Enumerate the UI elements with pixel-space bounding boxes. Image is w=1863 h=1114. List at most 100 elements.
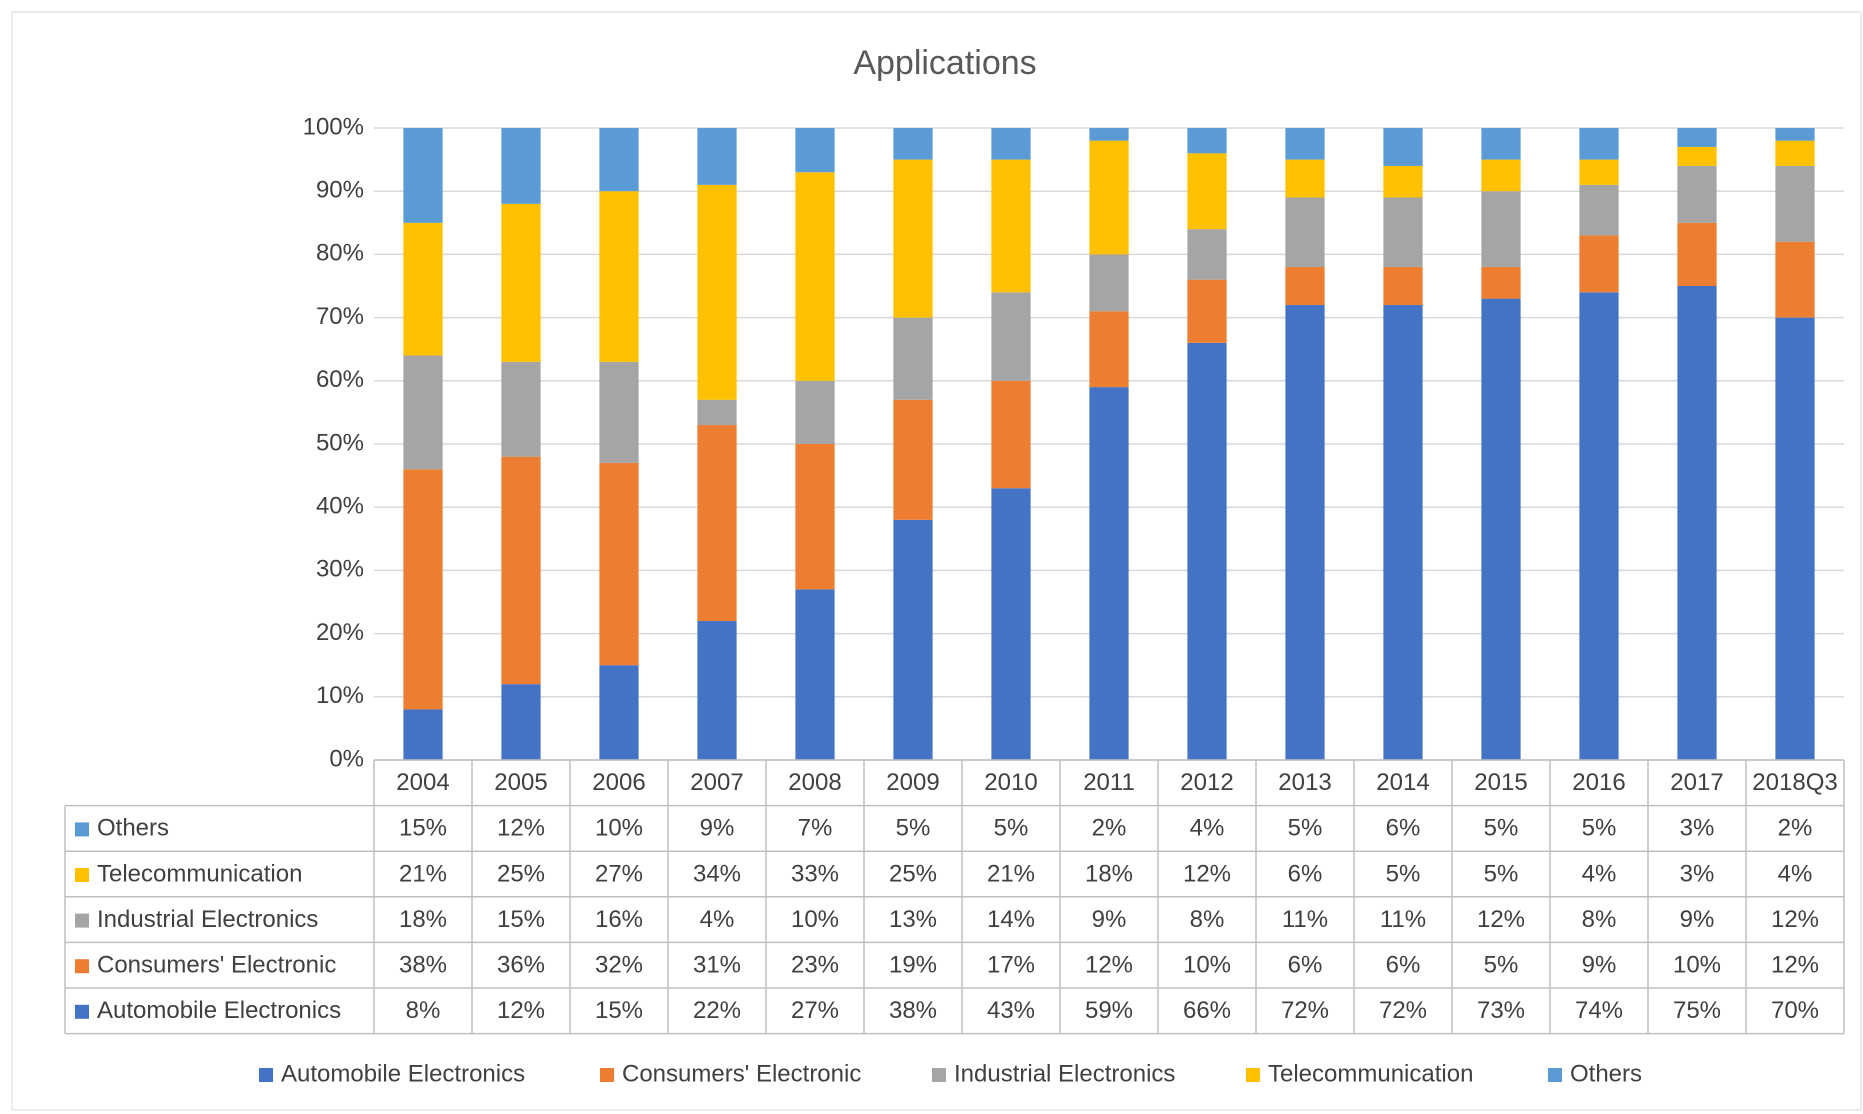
bar-segment [1383, 304, 1423, 760]
legend-key [600, 1068, 614, 1082]
table-cell: 5% [1484, 860, 1519, 887]
table-cell: 74% [1575, 997, 1623, 1024]
bar-segment [1285, 128, 1325, 160]
bar-segment [1383, 197, 1423, 268]
legend-key [259, 1068, 273, 1082]
table-cell: 8% [406, 997, 441, 1024]
x-tick-label: 2010 [984, 769, 1037, 796]
bar-segment [1383, 165, 1423, 198]
x-tick-label: 2018Q3 [1752, 769, 1837, 796]
legend-key [932, 1068, 946, 1082]
table-row-label: Others [97, 815, 169, 842]
y-tick-label: 40% [316, 493, 364, 520]
bar-segment [501, 684, 541, 760]
y-tick-label: 50% [316, 429, 364, 456]
legend-label: Others [1570, 1060, 1642, 1087]
table-cell: 21% [987, 860, 1035, 887]
bar-segment [795, 444, 835, 590]
bar-segment [501, 203, 541, 362]
table-row-label: Consumers' Electronic [97, 952, 336, 979]
y-tick-label: 30% [316, 556, 364, 583]
bar-segment [1383, 267, 1423, 305]
table-cell: 22% [693, 997, 741, 1024]
table-cell: 32% [595, 952, 643, 979]
table-cell: 23% [791, 952, 839, 979]
bar-segment [1187, 279, 1227, 343]
bar-segment [795, 172, 835, 381]
table-cell: 12% [497, 815, 545, 842]
bar-segment [1481, 128, 1521, 160]
table-cell: 6% [1386, 952, 1421, 979]
bar-segment [403, 222, 443, 356]
x-tick-label: 2011 [1083, 769, 1135, 796]
table-cell: 73% [1477, 997, 1525, 1024]
bar-segment [501, 128, 541, 204]
table-cell: 25% [889, 860, 937, 887]
bar-segment [1677, 286, 1717, 760]
x-tick-label: 2009 [886, 769, 939, 796]
y-tick-label: 70% [316, 303, 364, 330]
bar-segment [1677, 146, 1717, 166]
bar-segment [1579, 159, 1619, 185]
bar-segment [501, 456, 541, 685]
bar-segment [1677, 128, 1717, 147]
table-cell: 9% [1582, 952, 1617, 979]
bar-segment [893, 519, 933, 760]
table-cell: 12% [1085, 952, 1133, 979]
table-legend-key [75, 913, 89, 928]
table-cell: 31% [693, 952, 741, 979]
x-tick-label: 2015 [1474, 769, 1527, 796]
bar-segment [697, 399, 737, 426]
table-cell: 12% [1771, 906, 1819, 933]
bar-segment [599, 191, 639, 362]
table-cell: 27% [791, 997, 839, 1024]
x-tick-label: 2012 [1180, 769, 1233, 796]
table-cell: 59% [1085, 997, 1133, 1024]
table-cell: 10% [1673, 952, 1721, 979]
bar-segment [599, 128, 639, 192]
table-cell: 18% [1085, 860, 1133, 887]
bar-segment [1089, 311, 1129, 388]
table-cell: 6% [1386, 815, 1421, 842]
table-cell: 16% [595, 906, 643, 933]
table-cell: 75% [1673, 997, 1721, 1024]
table-legend-key [75, 822, 89, 837]
bar-segment [697, 425, 737, 621]
table-cell: 6% [1288, 952, 1323, 979]
bar-segment [1089, 254, 1129, 312]
y-tick-label: 100% [303, 113, 364, 140]
bar-segment [991, 128, 1031, 160]
bar-segment [1677, 222, 1717, 286]
table-cell: 5% [994, 815, 1029, 842]
table-cell: 10% [791, 906, 839, 933]
table-cell: 12% [497, 997, 545, 1024]
table-cell: 17% [987, 952, 1035, 979]
table-cell: 9% [700, 815, 735, 842]
table-cell: 4% [700, 906, 735, 933]
bar-segment [991, 292, 1031, 381]
bar-segment [697, 620, 737, 760]
table-cell: 11% [1380, 906, 1426, 933]
table-legend-key [75, 868, 89, 882]
table-cell: 2% [1778, 815, 1813, 842]
y-tick-label: 60% [316, 366, 364, 393]
x-tick-label: 2007 [690, 769, 743, 796]
chart-title: Applications [853, 44, 1036, 82]
legend-key [1246, 1068, 1260, 1082]
x-tick-label: 2016 [1572, 769, 1625, 796]
table-cell: 14% [987, 906, 1035, 933]
bar-segment [1187, 342, 1227, 760]
legend-label: Consumers' Electronic [622, 1060, 861, 1087]
table-cell: 4% [1582, 860, 1617, 887]
bar-segment [1481, 298, 1521, 760]
table-cell: 12% [1477, 906, 1525, 933]
bar-segment [893, 317, 933, 400]
x-tick-label: 2014 [1376, 769, 1429, 796]
bar-segment [697, 128, 737, 185]
x-tick-label: 2008 [788, 769, 841, 796]
bar-segment [403, 355, 443, 470]
table-cell: 5% [1386, 860, 1421, 887]
table-cell: 3% [1680, 860, 1715, 887]
table-cell: 9% [1092, 906, 1127, 933]
bar-segment [991, 380, 1031, 489]
